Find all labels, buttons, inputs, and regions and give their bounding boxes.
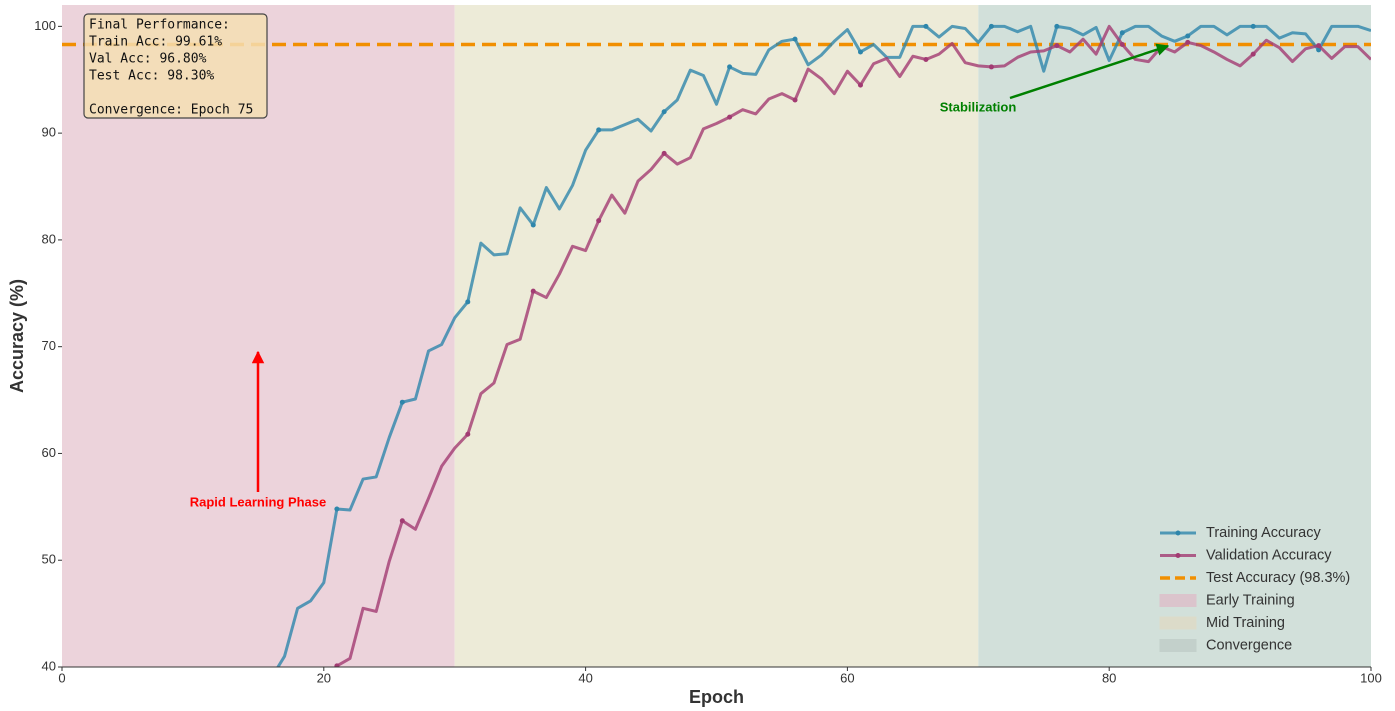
x-axis-label: Epoch [689, 687, 744, 707]
series-marker [334, 506, 340, 512]
series-marker [857, 49, 863, 55]
series-marker [857, 82, 863, 88]
series-marker [988, 23, 994, 29]
legend-swatch [1175, 553, 1181, 558]
y-tick-label: 60 [42, 445, 56, 460]
info-line: Train Acc: 99.61% [89, 35, 222, 50]
series-marker [596, 127, 602, 133]
x-tick-label: 0 [58, 670, 65, 685]
x-tick-label: 20 [317, 670, 331, 685]
series-marker [269, 675, 274, 680]
legend-swatch [1159, 594, 1197, 607]
y-tick-label: 40 [42, 658, 56, 673]
x-tick-label: 40 [578, 670, 592, 685]
series-marker [465, 299, 471, 305]
series-marker [530, 222, 536, 228]
series-line [334, 24, 1371, 667]
series-marker [1316, 43, 1322, 49]
series-marker [988, 64, 994, 70]
legend-label: Test Accuracy (98.3%) [1206, 570, 1350, 586]
series-marker [1119, 30, 1125, 36]
y-tick-label: 100 [34, 18, 56, 33]
series-marker [792, 36, 798, 42]
region [454, 5, 979, 667]
series-marker [727, 114, 733, 120]
series-marker [465, 431, 471, 437]
info-line: Val Acc: 96.80% [89, 52, 207, 67]
x-tick-label: 100 [1360, 670, 1382, 685]
annotation: Stabilization [940, 99, 1017, 114]
series-marker [923, 23, 929, 29]
series-marker [1054, 23, 1060, 29]
legend-swatch [1159, 639, 1197, 652]
legend-swatch [1159, 616, 1197, 630]
series-marker [399, 518, 405, 524]
info-box [83, 13, 268, 119]
legend-swatch [1175, 530, 1181, 536]
x-tick-label: 80 [1102, 670, 1116, 685]
legend-label: Training Accuracy [1206, 525, 1321, 541]
annotation-arrow [1009, 43, 1170, 100]
region [978, 5, 1371, 667]
y-tick-label: 70 [42, 338, 56, 353]
legend-label: Convergence [1206, 637, 1292, 653]
series-marker [1250, 23, 1256, 29]
x-tick-label: 60 [840, 670, 854, 685]
y-axis-label: Accuracy (%) [7, 279, 27, 393]
info-line: Convergence: Epoch 75 [89, 103, 253, 118]
series-marker [727, 64, 733, 70]
series-marker [1250, 51, 1256, 57]
series-marker [1119, 42, 1125, 48]
legend-label: Validation Accuracy [1206, 547, 1332, 563]
series-marker [661, 150, 667, 156]
y-tick-label: 80 [42, 231, 56, 246]
series-marker [792, 97, 798, 103]
series-marker [530, 288, 536, 294]
series-marker [1054, 43, 1060, 49]
series-marker [1185, 39, 1191, 45]
legend-label: Mid Training [1206, 615, 1285, 631]
series-marker [1185, 33, 1191, 39]
series-marker [334, 663, 340, 667]
series-marker [661, 109, 667, 115]
info-line: Test Acc: 98.30% [89, 69, 214, 84]
series-marker [399, 399, 405, 405]
annotation: Rapid Learning Phase [190, 494, 327, 509]
series-marker [596, 218, 602, 224]
legend-label: Early Training [1206, 592, 1295, 608]
info-line: Final Performance: [89, 18, 230, 33]
y-tick-label: 50 [42, 552, 56, 567]
y-tick-label: 90 [42, 125, 56, 140]
series-marker [923, 56, 929, 62]
